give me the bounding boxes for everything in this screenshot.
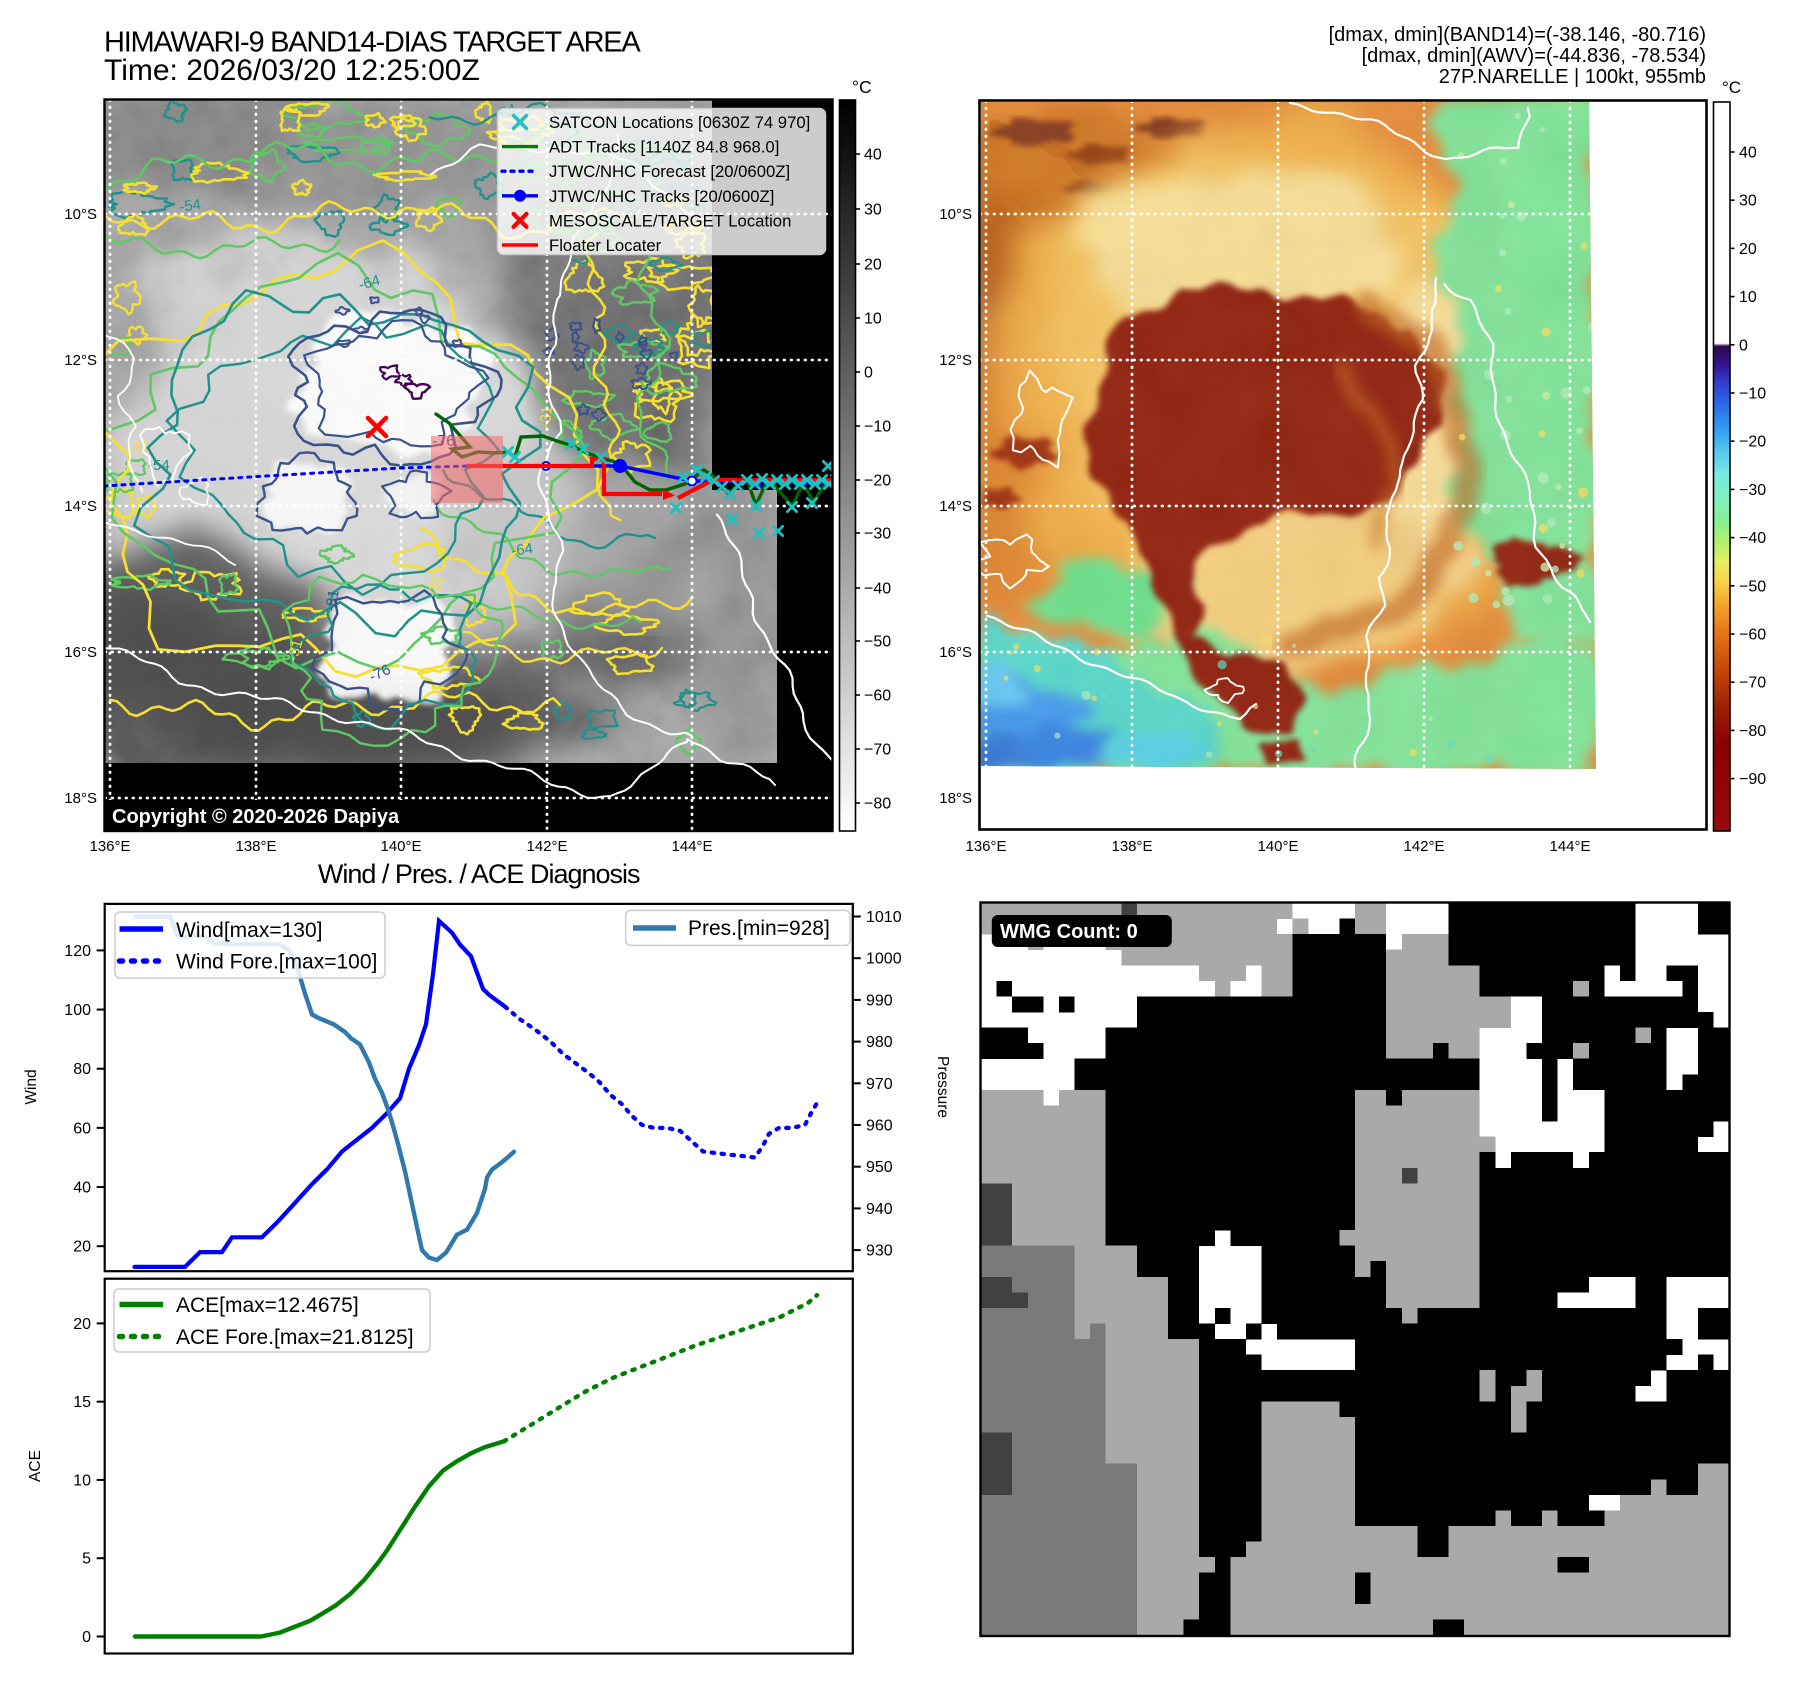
svg-text:0: 0	[82, 1629, 91, 1646]
svg-text:136°E: 136°E	[965, 838, 1006, 855]
svg-text:Wind[max=130]: Wind[max=130]	[176, 919, 323, 942]
svg-text:Floater Locater: Floater Locater	[549, 236, 662, 255]
svg-text:−80: −80	[864, 796, 891, 813]
svg-text:ACE[max=12.4675]: ACE[max=12.4675]	[176, 1294, 359, 1317]
svg-text:950: 950	[866, 1159, 893, 1176]
svg-text:1010: 1010	[866, 909, 902, 926]
svg-text:12°S: 12°S	[64, 352, 97, 369]
svg-text:60: 60	[73, 1120, 91, 1137]
svg-text:142°E: 142°E	[1403, 838, 1444, 855]
svg-text:ACE Fore.[max=21.8125]: ACE Fore.[max=21.8125]	[176, 1326, 414, 1349]
svg-text:990: 990	[866, 992, 893, 1009]
svg-text:930: 930	[866, 1243, 893, 1260]
svg-text:−20: −20	[864, 473, 891, 490]
svg-text:14°S: 14°S	[939, 498, 972, 515]
svg-text:138°E: 138°E	[1111, 838, 1152, 855]
svg-text:16°S: 16°S	[64, 644, 97, 661]
svg-text:18°S: 18°S	[64, 790, 97, 807]
svg-text:10: 10	[73, 1473, 91, 1490]
svg-text:Wind: Wind	[23, 1069, 40, 1104]
svg-text:ACE: ACE	[27, 1450, 44, 1482]
svg-text:−40: −40	[1739, 530, 1766, 547]
svg-text:0: 0	[864, 365, 873, 382]
svg-text:14°S: 14°S	[64, 498, 97, 515]
svg-text:140°E: 140°E	[1257, 838, 1298, 855]
svg-text:120: 120	[64, 943, 91, 960]
svg-text:20: 20	[864, 257, 882, 274]
svg-text:27P.NARELLE | 100kt, 955mb: 27P.NARELLE | 100kt, 955mb	[1439, 66, 1706, 88]
svg-text:−30: −30	[1739, 482, 1766, 499]
svg-text:−60: −60	[1739, 627, 1766, 644]
svg-text:−10: −10	[1739, 386, 1766, 403]
svg-text:[dmax, dmin](BAND14)=(-38.146,: [dmax, dmin](BAND14)=(-38.146, -80.716)	[1329, 24, 1706, 46]
svg-text:HIMAWARI-9 BAND14-DIAS TARGET: HIMAWARI-9 BAND14-DIAS TARGET AREA	[104, 27, 641, 59]
svg-text:Time: 2026/03/20 12:25:00Z: Time: 2026/03/20 12:25:00Z	[104, 54, 480, 87]
svg-text:−70: −70	[864, 742, 891, 759]
svg-text:144°E: 144°E	[671, 838, 712, 855]
svg-text:20: 20	[73, 1316, 91, 1333]
svg-text:12°S: 12°S	[939, 352, 972, 369]
svg-text:Copyright © 2020-2026 Dapiya: Copyright © 2020-2026 Dapiya	[112, 806, 400, 828]
svg-text:970: 970	[866, 1076, 893, 1093]
svg-text:138°E: 138°E	[235, 838, 276, 855]
svg-text:80: 80	[73, 1061, 91, 1078]
svg-text:40: 40	[73, 1180, 91, 1197]
svg-text:−20: −20	[1739, 434, 1766, 451]
svg-text:−80: −80	[1739, 723, 1766, 740]
svg-text:−90: −90	[1739, 771, 1766, 788]
svg-text:30: 30	[1739, 193, 1757, 210]
svg-text:140°E: 140°E	[380, 838, 421, 855]
svg-text:JTWC/NHC Forecast [20/0600Z]: JTWC/NHC Forecast [20/0600Z]	[549, 162, 790, 181]
svg-text:10: 10	[1739, 289, 1757, 306]
svg-text:−40: −40	[864, 581, 891, 598]
svg-text:142°E: 142°E	[526, 838, 567, 855]
svg-text:10°S: 10°S	[939, 206, 972, 223]
svg-text:16°S: 16°S	[939, 644, 972, 661]
svg-text:[dmax, dmin](AWV)=(-44.836, -7: [dmax, dmin](AWV)=(-44.836, -78.534)	[1362, 45, 1706, 67]
svg-text:°C: °C	[1722, 78, 1741, 97]
svg-text:ADT Tracks [1140Z 84.8 968.0]: ADT Tracks [1140Z 84.8 968.0]	[549, 138, 779, 157]
svg-text:136°E: 136°E	[89, 838, 130, 855]
svg-text:−50: −50	[1739, 578, 1766, 595]
svg-text:Wind / Pres. / ACE Diagnosis: Wind / Pres. / ACE Diagnosis	[318, 859, 640, 889]
svg-text:20: 20	[73, 1239, 91, 1256]
svg-text:°C: °C	[852, 77, 872, 97]
svg-text:10: 10	[864, 311, 882, 328]
svg-text:20: 20	[1739, 241, 1757, 258]
svg-text:-81: -81	[322, 588, 343, 612]
svg-text:30: 30	[864, 202, 882, 219]
svg-text:18°S: 18°S	[939, 790, 972, 807]
svg-text:1000: 1000	[866, 951, 902, 968]
svg-text:MESOSCALE/TARGET Location: MESOSCALE/TARGET Location	[549, 211, 791, 230]
svg-text:−10: −10	[864, 419, 891, 436]
svg-text:-54: -54	[178, 196, 202, 216]
svg-text:-31: -31	[424, 573, 447, 599]
svg-text:980: 980	[866, 1034, 893, 1051]
svg-text:40: 40	[864, 147, 882, 164]
svg-text:100: 100	[64, 1002, 91, 1019]
svg-text:-64: -64	[510, 540, 534, 560]
svg-text:40: 40	[1739, 145, 1757, 162]
svg-text:940: 940	[866, 1201, 893, 1218]
svg-text:SATCON Locations [0630Z 74 970: SATCON Locations [0630Z 74 970]	[549, 113, 810, 132]
svg-text:−70: −70	[1739, 675, 1766, 692]
svg-text:5: 5	[82, 1551, 91, 1568]
svg-text:WMG Count: 0: WMG Count: 0	[1000, 921, 1138, 943]
svg-text:Pressure: Pressure	[934, 1056, 951, 1118]
svg-text:Wind Fore.[max=100]: Wind Fore.[max=100]	[176, 951, 377, 974]
svg-text:−60: −60	[864, 688, 891, 705]
svg-text:JTWC/NHC Tracks [20/0600Z]: JTWC/NHC Tracks [20/0600Z]	[549, 187, 774, 206]
svg-text:Pres.[min=928]: Pres.[min=928]	[688, 917, 830, 940]
svg-text:−50: −50	[864, 634, 891, 651]
svg-text:-54: -54	[148, 457, 170, 474]
svg-text:-31: -31	[284, 638, 306, 663]
svg-text:15: 15	[73, 1394, 91, 1411]
svg-text:144°E: 144°E	[1549, 838, 1590, 855]
svg-text:−30: −30	[864, 526, 891, 543]
svg-text:0: 0	[1739, 337, 1748, 354]
svg-text:960: 960	[866, 1118, 893, 1135]
svg-text:-64: -64	[357, 272, 382, 294]
svg-text:10°S: 10°S	[64, 206, 97, 223]
